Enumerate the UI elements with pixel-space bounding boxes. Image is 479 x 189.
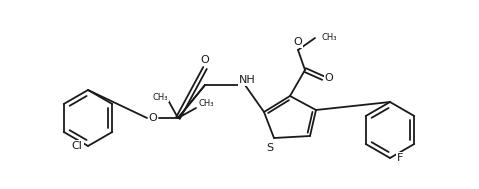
Text: O: O bbox=[325, 73, 333, 83]
Text: CH₃: CH₃ bbox=[152, 92, 168, 101]
Text: O: O bbox=[294, 37, 302, 47]
Text: NH: NH bbox=[239, 75, 255, 85]
Text: O: O bbox=[201, 55, 209, 65]
Text: CH₃: CH₃ bbox=[198, 99, 214, 108]
Text: Cl: Cl bbox=[71, 141, 82, 151]
Text: F: F bbox=[397, 153, 403, 163]
Text: CH₃: CH₃ bbox=[321, 33, 337, 43]
Text: O: O bbox=[148, 113, 158, 123]
Text: S: S bbox=[266, 143, 274, 153]
